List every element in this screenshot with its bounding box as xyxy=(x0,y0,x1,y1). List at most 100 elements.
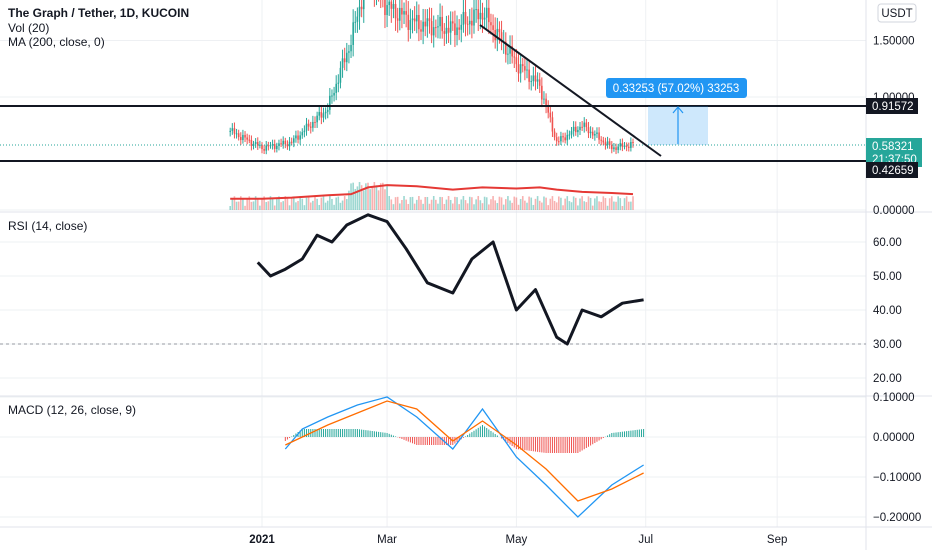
candle-body xyxy=(324,111,327,114)
candle-body xyxy=(460,24,463,30)
candle-body xyxy=(458,27,460,30)
candle-body xyxy=(424,21,427,27)
volume-bar xyxy=(418,196,420,210)
measure-label-box xyxy=(606,78,747,98)
candle-body xyxy=(237,133,240,138)
volume-bar xyxy=(424,197,427,210)
candle-body xyxy=(551,117,554,132)
candlesticks xyxy=(229,0,634,155)
candle-body xyxy=(515,57,518,65)
volume-bar xyxy=(384,189,386,210)
volume-bar xyxy=(371,186,374,210)
candle-body xyxy=(337,82,340,84)
candle-body xyxy=(606,141,609,146)
candle-body xyxy=(583,122,586,127)
volume-bar xyxy=(591,205,594,210)
candle-body xyxy=(437,26,439,28)
volume-bar xyxy=(288,205,291,210)
candle-body xyxy=(598,132,600,140)
volume-bar xyxy=(530,197,533,210)
volume-bar xyxy=(511,202,513,210)
candle-body xyxy=(396,18,399,21)
volume-bar xyxy=(422,203,424,210)
volume-bar xyxy=(534,198,537,210)
trendline[interactable] xyxy=(479,24,662,157)
rsi-line xyxy=(256,213,644,346)
candle-body xyxy=(456,27,458,36)
candle-body xyxy=(587,127,590,134)
volume-bar xyxy=(615,201,617,210)
volume-bar xyxy=(494,200,496,210)
volume-bar xyxy=(305,197,308,210)
volume-bar xyxy=(526,202,528,210)
candle-body xyxy=(627,146,630,148)
volume-bar xyxy=(566,196,569,210)
candle-body xyxy=(386,5,388,16)
candle-body xyxy=(409,20,412,30)
volume-bar xyxy=(454,196,456,210)
volume-bar xyxy=(369,189,371,210)
volume-bar xyxy=(309,202,312,210)
volume-bar xyxy=(528,196,530,210)
candle-body xyxy=(407,14,410,30)
volume-bar xyxy=(394,197,397,210)
volume-bar xyxy=(496,203,499,210)
candle-body xyxy=(422,21,424,32)
candle-body xyxy=(405,11,407,15)
volume-bar xyxy=(574,197,577,210)
candle-body xyxy=(293,138,295,143)
volume-bar xyxy=(479,200,482,210)
volume-bar xyxy=(231,198,234,210)
candle-body xyxy=(235,133,238,135)
candle-body xyxy=(621,143,624,147)
volume-bar xyxy=(623,198,626,210)
volume-bar xyxy=(549,198,552,210)
volume-bar xyxy=(558,196,560,210)
candle-body xyxy=(426,18,429,27)
volume-bar xyxy=(471,197,473,210)
volume-bar xyxy=(432,196,435,210)
volume-bar xyxy=(388,196,390,210)
candle-body xyxy=(278,143,280,146)
candle-body xyxy=(549,112,552,118)
volume-bar xyxy=(532,204,535,210)
volume-bar xyxy=(242,198,244,210)
volume-bar xyxy=(462,196,465,210)
candle-body xyxy=(384,0,386,16)
volume-bar xyxy=(392,204,395,210)
candle-body xyxy=(562,136,564,138)
volume-bar xyxy=(299,196,301,210)
volume-bar xyxy=(356,186,359,210)
candle-body xyxy=(242,134,244,141)
candle-body xyxy=(309,126,312,128)
candle-body xyxy=(352,22,354,45)
candle-body xyxy=(613,147,615,150)
volume-bar xyxy=(411,196,414,210)
candle-body xyxy=(420,29,422,32)
volume-bar xyxy=(373,182,376,210)
volume-bar xyxy=(348,190,350,210)
price-tick-label: 0.00000 xyxy=(873,205,915,217)
volume-bar xyxy=(252,201,255,210)
volume-bar xyxy=(604,198,607,210)
candle-body xyxy=(248,139,251,141)
candle-body xyxy=(485,7,488,18)
volume-bar xyxy=(403,196,405,210)
candle-body xyxy=(528,69,530,82)
volume-bar xyxy=(360,185,363,210)
currency-button[interactable] xyxy=(877,3,917,23)
candle-body xyxy=(394,3,397,19)
candle-body xyxy=(581,126,583,128)
volume-bar xyxy=(619,198,622,210)
volume-bar xyxy=(375,185,378,210)
volume-bar xyxy=(458,204,460,210)
price-tick-label: 1.50000 xyxy=(873,36,915,48)
candle-body xyxy=(568,134,571,136)
volume-bar xyxy=(468,196,471,210)
volume-bar xyxy=(515,197,518,210)
candle-body xyxy=(250,140,253,146)
candle-body xyxy=(471,20,473,26)
volume-bar xyxy=(598,201,600,210)
